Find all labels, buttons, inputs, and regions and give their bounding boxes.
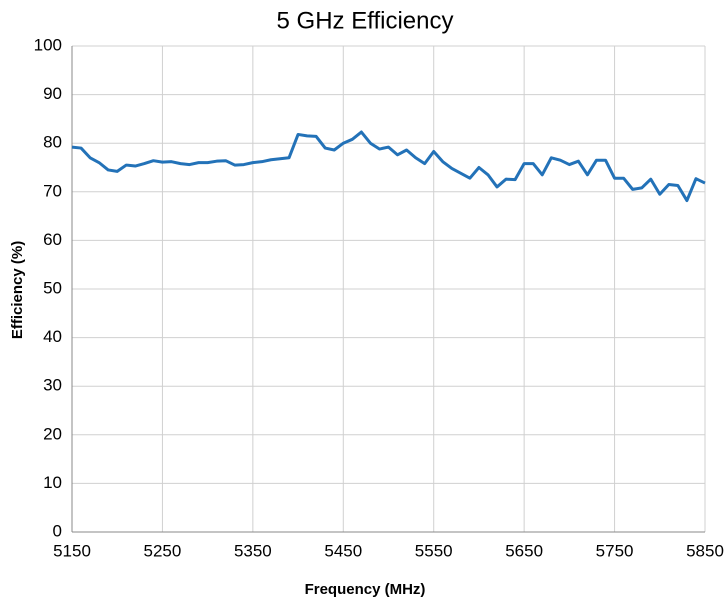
x-tick-label: 5650 xyxy=(505,541,543,560)
y-tick-label: 90 xyxy=(43,84,62,103)
y-tick-label: 10 xyxy=(43,473,62,492)
x-tick-label: 5250 xyxy=(144,541,182,560)
x-tick-label: 5150 xyxy=(53,541,91,560)
y-tick-label: 80 xyxy=(43,133,62,152)
x-tick-label: 5750 xyxy=(596,541,634,560)
y-tick-label: 100 xyxy=(34,35,62,54)
x-tick-label: 5850 xyxy=(686,541,724,560)
y-tick-label: 50 xyxy=(43,278,62,297)
chart-title: 5 GHz Efficiency xyxy=(277,7,454,34)
y-tick-label: 60 xyxy=(43,230,62,249)
y-tick-label: 40 xyxy=(43,327,62,346)
y-axis-label: Efficiency (%) xyxy=(9,241,26,339)
x-tick-label: 5450 xyxy=(324,541,362,560)
x-axis-label: Frequency (MHz) xyxy=(305,581,426,598)
y-tick-label: 0 xyxy=(53,521,62,540)
y-tick-label: 30 xyxy=(43,376,62,395)
data-line xyxy=(71,130,706,203)
y-tick-label: 70 xyxy=(43,181,62,200)
x-tick-label: 5350 xyxy=(234,541,272,560)
y-tick-label: 20 xyxy=(43,424,62,443)
x-tick-label: 5550 xyxy=(415,541,453,560)
